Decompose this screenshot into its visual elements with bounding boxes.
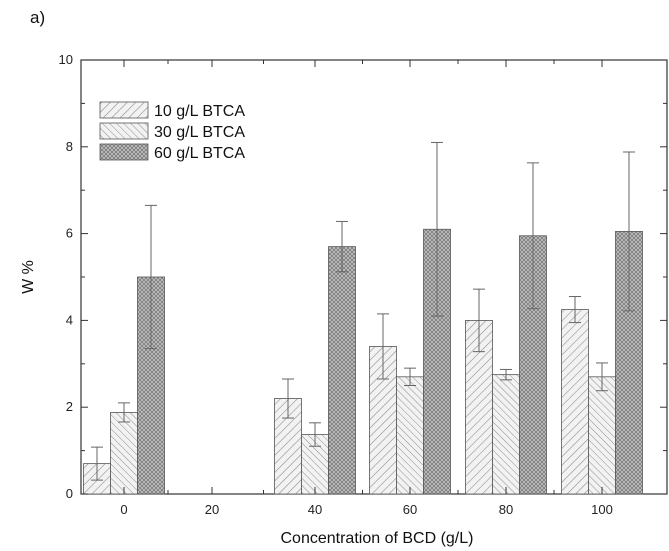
x-tick-label: 100 — [591, 502, 613, 517]
y-tick-label: 8 — [66, 139, 73, 154]
x-tick-label: 40 — [308, 502, 322, 517]
legend-swatch — [99, 143, 149, 161]
x-tick-label: 80 — [499, 502, 513, 517]
error-bars-group — [91, 141, 635, 481]
legend-label: 10 g/L BTCA — [154, 103, 245, 120]
x-tick-label: 20 — [205, 502, 219, 517]
legend-label: 60 g/L BTCA — [154, 145, 245, 162]
y-tick-label: 4 — [66, 312, 73, 327]
bar — [110, 412, 138, 495]
x-axis-title: Concentration of BCD (g/L) — [281, 530, 474, 547]
bar — [328, 246, 356, 495]
legend-swatch — [99, 101, 149, 119]
bar — [588, 376, 616, 495]
y-tick-label: 2 — [66, 399, 73, 414]
legend-label: 30 g/L BTCA — [154, 124, 245, 141]
x-tick-label: 60 — [403, 502, 417, 517]
bar — [396, 376, 424, 495]
bar — [492, 374, 520, 495]
x-tick-label: 0 — [120, 502, 127, 517]
y-tick-label: 10 — [59, 52, 73, 67]
legend: 10 g/L BTCA 30 g/L BTCA 60 g/L BTCA — [99, 101, 245, 162]
y-tick-label: 6 — [66, 226, 73, 241]
figure-panel-label: a) — [30, 8, 46, 27]
bar — [561, 309, 589, 495]
y-axis-title: W % — [20, 260, 37, 294]
y-tick-label: 0 — [66, 486, 73, 501]
legend-swatch — [99, 122, 149, 140]
